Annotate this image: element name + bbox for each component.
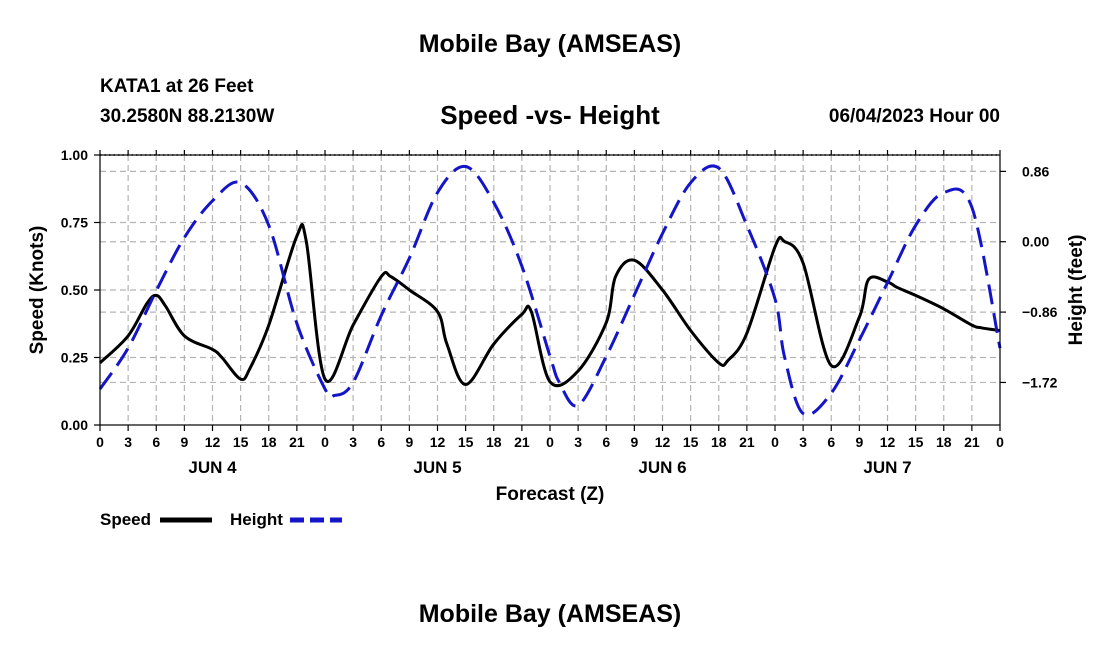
y2-tick-label: 0.86 <box>1022 163 1049 179</box>
y-tick-label: 0.25 <box>61 350 88 366</box>
x-tick-label: 21 <box>289 434 305 450</box>
station-label: KATA1 at 26 Feet <box>100 76 254 97</box>
x-tick-label: 9 <box>855 434 863 450</box>
y-tick-label: 0.50 <box>61 282 88 298</box>
x-tick-label: 0 <box>996 434 1004 450</box>
x-tick-label: 9 <box>180 434 188 450</box>
y-axis-label: Speed (Knots) <box>27 226 48 355</box>
x-tick-label: 21 <box>739 434 755 450</box>
x-tick-label: 9 <box>630 434 638 450</box>
forecast-datetime: 06/04/2023 Hour 00 <box>828 106 1000 127</box>
series-layer <box>98 164 1002 417</box>
y2-tick-label: 0.00 <box>1022 234 1049 250</box>
x-tick-label: 3 <box>799 434 807 450</box>
legend: Speed Height <box>100 510 342 529</box>
second-chart-title: Mobile Bay (AMSEAS) <box>418 600 682 628</box>
x-tick-label: 3 <box>349 434 357 450</box>
y2-tick-label: −0.86 <box>1022 304 1058 320</box>
height-series-line <box>98 164 1002 417</box>
chart-title: Mobile Bay (AMSEAS) <box>418 30 682 58</box>
x-tick-label: 12 <box>205 434 221 450</box>
x-tick-label: 12 <box>430 434 446 450</box>
speed-height-chart: 0 3 6 9 12 15 18 21 0 3 6 9 12 15 18 21 0 3 6 9 12 15 18 21 0 3 6 9… <box>27 147 1087 529</box>
x-tick-label: 12 <box>880 434 896 450</box>
grid-lines <box>100 155 1000 425</box>
x-tick-label: 18 <box>711 434 727 450</box>
x-axis-label: Forecast (Z) <box>496 484 605 505</box>
axes: 0 3 6 9 12 15 18 21 0 3 6 9 12 15 18 21 0 3 6 9 12 15 18 21 0 3 6 9… <box>61 147 1058 477</box>
x-tick-label: 9 <box>405 434 413 450</box>
day-label: JUN 4 <box>188 458 237 477</box>
x-tick-label: 6 <box>602 434 610 450</box>
station-coordinates: 30.2580N 88.2130W <box>100 106 275 127</box>
day-label: JUN 7 <box>863 458 911 477</box>
x-tick-label: 15 <box>458 434 474 450</box>
x-tick-label: 18 <box>936 434 952 450</box>
x-tick-label: 12 <box>655 434 671 450</box>
x-tick-label: 15 <box>683 434 699 450</box>
x-tick-label: 21 <box>514 434 530 450</box>
x-tick-label: 6 <box>827 434 835 450</box>
x-tick-label: 18 <box>261 434 277 450</box>
legend-label-speed: Speed <box>100 510 151 529</box>
y-tick-label: 0.75 <box>61 215 88 231</box>
x-tick-label: 18 <box>486 434 502 450</box>
x-tick-label: 3 <box>124 434 132 450</box>
day-label: JUN 5 <box>413 458 461 477</box>
x-tick-label: 0 <box>771 434 779 450</box>
x-tick-label: 0 <box>546 434 554 450</box>
x-tick-label: 15 <box>233 434 249 450</box>
legend-label-height: Height <box>230 510 283 529</box>
x-tick-label: 0 <box>96 434 104 450</box>
x-tick-label: 15 <box>908 434 924 450</box>
speed-series-line <box>98 222 1001 388</box>
chart-subtitle: Speed -vs- Height <box>440 100 660 130</box>
x-tick-label: 6 <box>377 434 385 450</box>
day-label: JUN 6 <box>638 458 686 477</box>
x-tick-label: 21 <box>964 434 980 450</box>
y2-tick-label: −1.72 <box>1022 374 1058 390</box>
y-tick-label: 1.00 <box>61 147 88 163</box>
x-tick-label: 0 <box>321 434 329 450</box>
x-tick-label: 3 <box>574 434 582 450</box>
x-tick-label: 6 <box>152 434 160 450</box>
y-tick-label: 0.00 <box>61 417 88 433</box>
y2-axis-label: Height (feet) <box>1066 235 1087 346</box>
